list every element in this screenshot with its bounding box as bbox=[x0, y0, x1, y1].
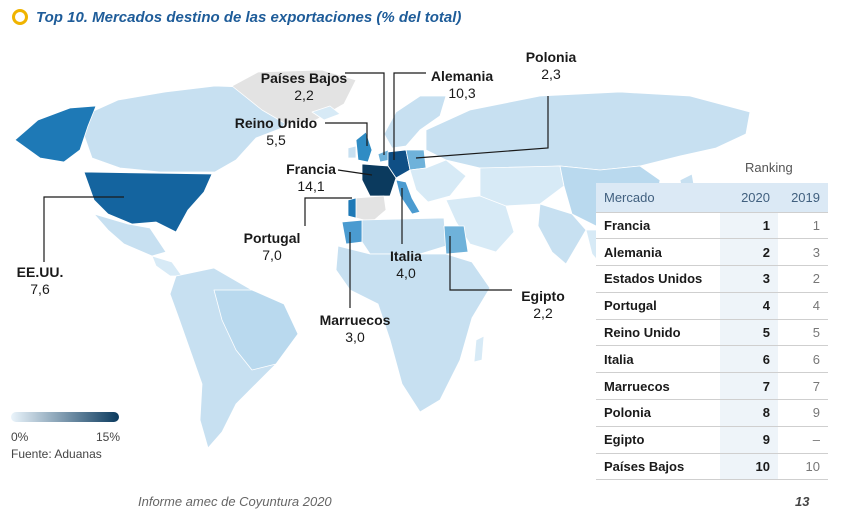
rank-2020-cell: 7 bbox=[720, 372, 778, 400]
market-cell: Países Bajos bbox=[596, 452, 720, 481]
color-scale-bar bbox=[11, 412, 119, 422]
rank-2020-cell: 4 bbox=[720, 291, 778, 320]
leader-line-alemania bbox=[393, 72, 426, 160]
portugal-region bbox=[347, 197, 357, 219]
india-region bbox=[537, 203, 587, 265]
leader-line-egipto bbox=[449, 236, 512, 291]
rank-2019-cell: 7 bbox=[778, 372, 828, 400]
france-region bbox=[361, 163, 397, 197]
rank-2020-cell: 3 bbox=[720, 265, 778, 293]
header: Top 10. Mercados destino de las exportac… bbox=[12, 6, 461, 28]
table-row: Portugal 4 4 bbox=[596, 291, 828, 320]
rank-2020-cell: 6 bbox=[720, 345, 778, 373]
russia-region bbox=[425, 91, 751, 171]
mexico-region bbox=[93, 213, 167, 257]
ranking-header-row: Mercado 2020 2019 bbox=[596, 183, 828, 212]
rank-2019-cell: – bbox=[778, 425, 828, 454]
market-cell: Italia bbox=[596, 345, 720, 373]
market-cell: Alemania bbox=[596, 238, 720, 266]
iberia-spain-region bbox=[355, 195, 387, 223]
table-row: Polonia 8 9 bbox=[596, 399, 828, 427]
table-row: Estados Unidos 3 2 bbox=[596, 265, 828, 293]
map-label-egipto: Egipto 2,2 bbox=[521, 288, 565, 321]
leader-line-eeuu bbox=[43, 196, 124, 262]
rank-2020-cell: 5 bbox=[720, 318, 778, 346]
canada-region bbox=[77, 85, 296, 173]
rank-2020-cell: 2 bbox=[720, 238, 778, 266]
rank-2019-cell: 5 bbox=[778, 318, 828, 346]
central-asia-region bbox=[479, 165, 565, 207]
madagascar-region bbox=[473, 335, 485, 363]
ranking-table: Mercado 2020 2019 Francia 1 1 Alemania 2 3 E… bbox=[596, 183, 828, 481]
rank-2019-cell: 6 bbox=[778, 345, 828, 373]
rank-2019-cell: 9 bbox=[778, 399, 828, 427]
source-note: Fuente: Aduanas bbox=[11, 447, 102, 461]
leader-line-paises-bajos bbox=[345, 72, 385, 155]
rank-2020-cell: 9 bbox=[720, 425, 778, 454]
poland-region bbox=[405, 149, 427, 171]
table-row: Italia 6 6 bbox=[596, 345, 828, 373]
table-row: Reino Unido 5 5 bbox=[596, 318, 828, 346]
rank-2019-cell: 3 bbox=[778, 238, 828, 266]
map-label-alemania: Alemania 10,3 bbox=[430, 68, 494, 101]
table-row: Egipto 9– bbox=[596, 425, 828, 454]
ireland-region bbox=[347, 145, 357, 159]
leader-line-reino-unido bbox=[325, 122, 368, 146]
alaska-region bbox=[14, 105, 97, 163]
header-2020: 2020 bbox=[720, 183, 778, 212]
page-number: 13 bbox=[795, 494, 810, 509]
scandinavia-region bbox=[383, 95, 447, 149]
brazil-region bbox=[213, 289, 299, 371]
morocco-region bbox=[341, 219, 365, 245]
table-row: Países Bajos 10 10 bbox=[596, 452, 828, 481]
rank-2020-cell: 8 bbox=[720, 399, 778, 427]
rank-2019-cell: 2 bbox=[778, 265, 828, 293]
leader-line-francia bbox=[337, 169, 373, 176]
header-mercado: Mercado bbox=[596, 183, 720, 212]
market-cell: Reino Unido bbox=[596, 318, 720, 346]
uk-region bbox=[355, 131, 373, 163]
leader-line-polonia bbox=[415, 96, 549, 159]
market-cell: Marruecos bbox=[596, 372, 720, 400]
page-title: Top 10. Mercados destino de las exportac… bbox=[36, 8, 462, 26]
map-label-italia: Italia 4,0 bbox=[390, 248, 422, 281]
eastern-europe-region bbox=[409, 159, 467, 203]
usa-region bbox=[83, 171, 213, 233]
market-cell: Estados Unidos bbox=[596, 265, 720, 293]
map-label-reino-unido: Reino Unido 5,5 bbox=[234, 115, 318, 148]
market-cell: Polonia bbox=[596, 399, 720, 427]
egypt-region bbox=[443, 225, 469, 255]
rank-2019-cell: 1 bbox=[778, 211, 828, 239]
legend-max-label: 15% bbox=[96, 430, 121, 444]
market-cell: Egipto bbox=[596, 425, 720, 454]
central-america-region bbox=[151, 255, 183, 277]
map-label-francia: Francia 14,1 bbox=[286, 161, 336, 194]
table-row: Francia 1 1 bbox=[596, 211, 828, 239]
footer-text: Informe amec de Coyuntura 2020 bbox=[138, 494, 332, 509]
table-row: Marruecos 7 7 bbox=[596, 372, 828, 400]
map-label-paises-bajos: Países Bajos 2,2 bbox=[260, 70, 348, 103]
ring-bullet-icon bbox=[12, 9, 28, 25]
map-label-marruecos: Marruecos 3,0 bbox=[319, 312, 391, 345]
leader-line-portugal bbox=[304, 197, 352, 226]
header-2019: 2019 bbox=[778, 183, 828, 212]
ranking-title: Ranking bbox=[745, 160, 793, 175]
rank-2020-cell: 10 bbox=[720, 452, 778, 481]
map-label-polonia: Polonia 2,3 bbox=[525, 49, 577, 82]
rank-2020-cell: 1 bbox=[720, 211, 778, 239]
africa-region bbox=[335, 245, 491, 413]
rank-2019-cell: 10 bbox=[778, 452, 828, 481]
market-cell: Francia bbox=[596, 211, 720, 239]
legend-min-label: 0% bbox=[11, 430, 29, 444]
map-label-eeuu: EE.UU. 7,6 bbox=[16, 264, 64, 297]
iceland-region bbox=[311, 105, 341, 121]
market-cell: Portugal bbox=[596, 291, 720, 320]
table-row: Alemania 2 3 bbox=[596, 238, 828, 266]
rank-2019-cell: 4 bbox=[778, 291, 828, 320]
map-label-portugal: Portugal 7,0 bbox=[243, 230, 301, 263]
